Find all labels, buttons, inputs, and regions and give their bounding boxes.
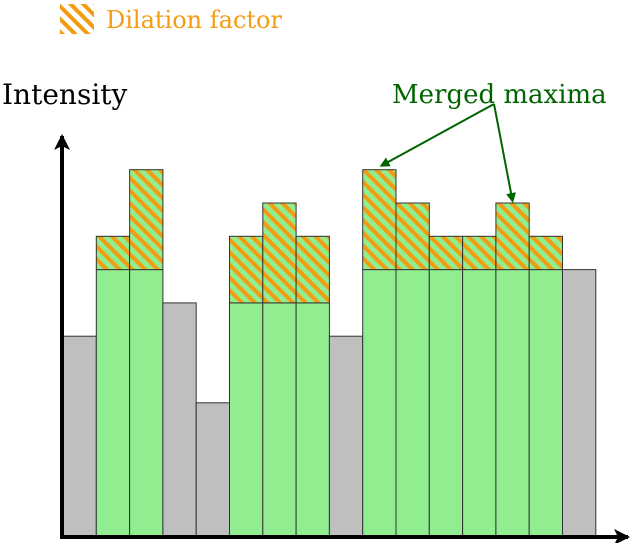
bar-base bbox=[262, 302, 297, 537]
bar-base bbox=[362, 269, 397, 537]
bar-base bbox=[328, 335, 364, 537]
bar-base bbox=[62, 335, 97, 537]
bar-dilation bbox=[395, 202, 430, 271]
merged-maxima-arrow-left bbox=[379, 103, 495, 167]
merged-maxima-label: Merged maxima bbox=[392, 80, 607, 110]
bar-dilation bbox=[129, 169, 164, 271]
bar-dilation bbox=[495, 202, 530, 271]
bar-base bbox=[95, 269, 131, 537]
bar-base bbox=[562, 269, 597, 537]
bar-dilation bbox=[262, 202, 297, 304]
merged-maxima-annotation: Merged maxima bbox=[379, 80, 607, 203]
legend-label: Dilation factor bbox=[106, 6, 282, 34]
bar-dilation bbox=[229, 235, 264, 304]
bar-dilation bbox=[428, 235, 464, 271]
bar-dilation bbox=[528, 235, 564, 271]
legend-hatch-swatch bbox=[60, 4, 94, 34]
bar-base bbox=[229, 302, 264, 537]
bar-dilation bbox=[362, 169, 397, 271]
bar-dilation bbox=[295, 235, 330, 304]
bars-group bbox=[62, 169, 597, 537]
bar-base bbox=[428, 269, 464, 537]
bar-base bbox=[295, 302, 330, 537]
bar-base bbox=[495, 269, 530, 537]
merged-maxima-arrow-right bbox=[493, 103, 516, 203]
bar-base bbox=[162, 302, 197, 537]
bar-base bbox=[129, 269, 164, 537]
bar-base bbox=[462, 269, 497, 537]
legend: Dilation factor bbox=[60, 4, 282, 34]
bar-dilation bbox=[462, 235, 497, 271]
bar-base bbox=[395, 269, 430, 537]
bar-base bbox=[528, 269, 564, 537]
bar-base bbox=[195, 402, 230, 537]
y-axis-label: Intensity bbox=[2, 78, 128, 111]
bar-dilation bbox=[95, 235, 131, 271]
